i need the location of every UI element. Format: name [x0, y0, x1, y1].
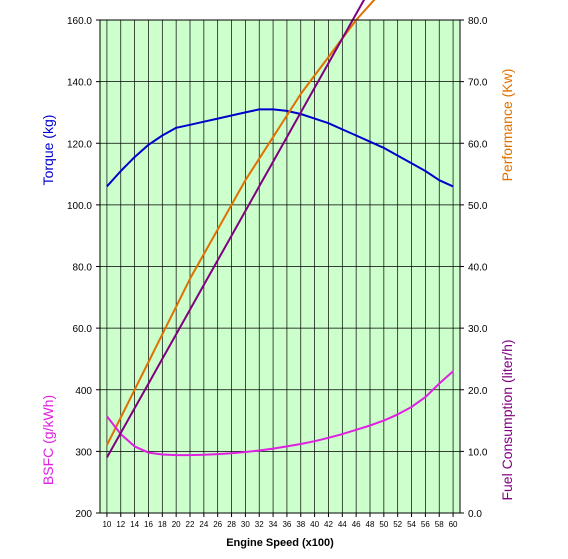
bsfc-tick-label: 400 — [75, 386, 92, 397]
x-tick-label: 42 — [324, 520, 333, 529]
x-tick-label: 50 — [379, 520, 388, 529]
performance-axis-title: Performance (Kw) — [499, 69, 515, 182]
x-tick-label: 38 — [296, 520, 305, 529]
x-tick-label: 28 — [227, 520, 236, 529]
x-tick-label: 32 — [255, 520, 264, 529]
torque-tick-label: 160.0 — [67, 16, 92, 27]
performance-tick-label: 40.0 — [468, 263, 488, 274]
x-tick-label: 58 — [435, 520, 444, 529]
x-tick-label: 14 — [130, 520, 139, 529]
x-tick-label: 10 — [102, 520, 111, 529]
x-tick-label: 44 — [338, 520, 347, 529]
torque-tick-label: 100.0 — [67, 201, 92, 212]
performance-tick-label: 80.0 — [468, 16, 488, 27]
performance-tick-label: 50.0 — [468, 201, 488, 212]
x-axis-title: Engine Speed (x100) — [226, 537, 334, 549]
torque-tick-label: 140.0 — [67, 78, 92, 89]
x-tick-label: 16 — [144, 520, 153, 529]
series-line — [106, 0, 366, 458]
x-tick-label: 56 — [421, 520, 430, 529]
performance-tick-label: 60.0 — [468, 139, 488, 150]
x-tick-label: 26 — [213, 520, 222, 529]
torque-axis-title: Torque (kg) — [40, 115, 56, 186]
torque-tick-label: 120.0 — [67, 139, 92, 150]
bsfc-tick-label: 300 — [75, 447, 92, 458]
tick-labels: 100.0 120.0 140.0 160.0 60.0 80.0 200 300 400 0.0… — [67, 16, 488, 529]
grid — [100, 20, 460, 513]
series-line — [106, 108, 454, 188]
performance-tick-label: 30.0 — [468, 324, 488, 335]
performance-tick-label: 20.0 — [468, 386, 488, 397]
performance-tick-label: 10.0 — [468, 447, 488, 458]
x-tick-label: 18 — [158, 520, 167, 529]
x-tick-label: 46 — [352, 520, 361, 529]
series-line — [106, 370, 454, 457]
bsfc-tick-label: 200 — [75, 509, 92, 520]
plot-frame — [96, 19, 464, 517]
axis-titles: Engine Speed (x100) Torque (kg) BSFC (g/kW… — [40, 69, 515, 549]
performance-tick-label: 70.0 — [468, 78, 488, 89]
left-tick-label: 60.0 — [73, 324, 93, 335]
x-tick-label: 40 — [310, 520, 319, 529]
bsfc-axis-title: BSFC (g/kWh) — [40, 395, 56, 485]
x-tick-label: 22 — [186, 520, 195, 529]
x-tick-label: 34 — [269, 520, 278, 529]
performance-tick-label: 0.0 — [468, 509, 482, 520]
series-lines — [106, 0, 454, 458]
x-tick-label: 24 — [199, 520, 208, 529]
fuel-consumption-axis-title: Fuel Consumption (liter/h) — [499, 339, 515, 500]
x-tick-label: 60 — [449, 520, 458, 529]
x-tick-label: 54 — [407, 520, 416, 529]
x-tick-label: 48 — [366, 520, 375, 529]
left-tick-label: 80.0 — [73, 263, 93, 274]
x-tick-label: 52 — [393, 520, 402, 529]
series-line — [106, 0, 376, 446]
x-tick-label: 12 — [116, 520, 125, 529]
x-tick-label: 36 — [282, 520, 291, 529]
x-tick-label: 30 — [241, 520, 250, 529]
x-tick-label: 20 — [172, 520, 181, 529]
